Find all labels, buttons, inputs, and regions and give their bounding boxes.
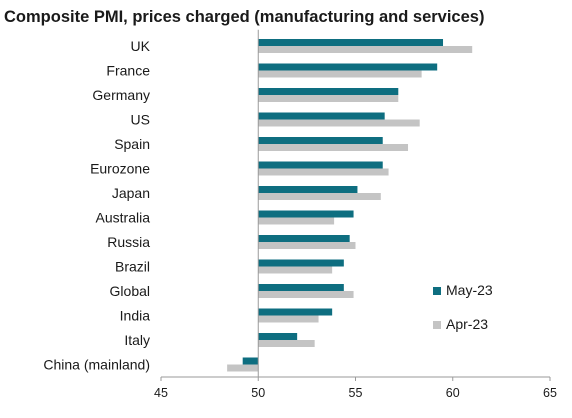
bar-apr-23: [258, 266, 333, 274]
category-label: Eurozone: [90, 161, 150, 177]
chart-title: Composite PMI, prices charged (manufactu…: [4, 8, 485, 26]
legend-label-may-23: May-23: [446, 282, 493, 298]
legend-swatch-may-23: [433, 287, 441, 295]
bar-apr-23: [258, 119, 420, 127]
category-label: Global: [110, 283, 150, 299]
category-label: Italy: [124, 332, 150, 348]
category-label: Brazil: [115, 259, 150, 275]
bar-apr-23: [258, 217, 335, 225]
bar-apr-23: [258, 193, 381, 200]
bar-may-23: [258, 259, 344, 267]
bar-may-23: [258, 88, 399, 95]
bar-may-23: [258, 333, 298, 340]
x-tick-label: 50: [251, 386, 265, 400]
bar-may-23: [242, 357, 259, 365]
legend-swatch-apr-23: [433, 321, 441, 329]
bar-may-23: [258, 235, 350, 242]
bar-apr-23: [258, 144, 409, 151]
bar-may-23: [258, 186, 358, 193]
bar-apr-23: [258, 95, 399, 102]
bar-may-23: [258, 210, 354, 218]
category-label: Russia: [107, 234, 150, 250]
bar-may-23: [258, 39, 444, 46]
x-tick-label: 55: [349, 386, 363, 400]
bar-apr-23: [258, 242, 356, 249]
bar-apr-23: [258, 291, 354, 298]
category-label: Germany: [92, 87, 150, 103]
bar-apr-23: [227, 364, 259, 372]
x-tick-label: 45: [154, 386, 168, 400]
bar-apr-23: [258, 340, 315, 347]
bar-apr-23: [258, 70, 422, 78]
bar-may-23: [258, 63, 438, 71]
category-label: France: [106, 63, 150, 79]
bar-may-23: [258, 308, 333, 316]
bar-may-23: [258, 284, 344, 291]
bar-apr-23: [258, 168, 389, 176]
category-label: China (mainland): [43, 357, 150, 373]
bar-apr-23: [258, 315, 319, 323]
category-label: UK: [131, 38, 151, 54]
category-label: Japan: [112, 185, 150, 201]
x-tick-label: 60: [446, 386, 460, 400]
category-label: Australia: [96, 210, 151, 226]
category-label: India: [120, 308, 151, 324]
bar-apr-23: [258, 46, 473, 53]
category-label: US: [131, 112, 150, 128]
category-label: Spain: [114, 136, 150, 152]
legend-label-apr-23: Apr-23: [446, 316, 488, 332]
bar-may-23: [258, 161, 383, 169]
bar-may-23: [258, 137, 383, 144]
bar-may-23: [258, 112, 385, 120]
x-tick-label: 65: [543, 386, 557, 400]
